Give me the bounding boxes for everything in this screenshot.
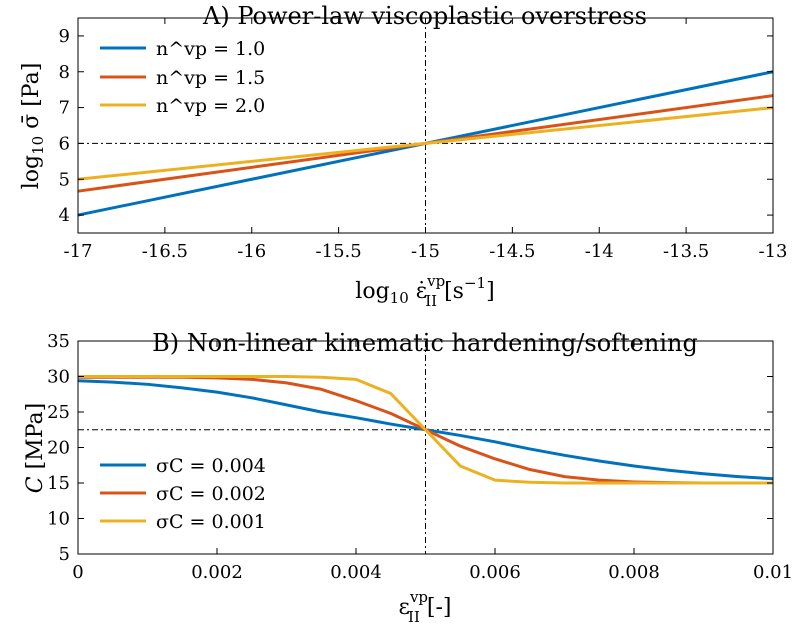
panel-b-ylabel: C [MPa] (23, 403, 48, 493)
panel-a-xlabel: log10 ε̇vp II [s−1] (355, 272, 494, 310)
x-tick-label: -13 (759, 241, 788, 262)
y-tick-label: 8 (59, 62, 70, 83)
panel-a-legend: n^vp = 1.0 n^vp = 1.5 n^vp = 2.0 (100, 38, 265, 117)
x-tick-label: -14.5 (489, 241, 535, 262)
panel-a: A) Power-law viscoplastic overstress -17… (19, 2, 788, 310)
legend-s004: σC = 0.004 (156, 455, 266, 477)
x-tick-label: 0.006 (469, 562, 521, 583)
panel-a-ylabel: log10 σ̄ [Pa] (19, 63, 47, 190)
x-tick-label: -15.5 (316, 241, 362, 262)
y-tick-label: 10 (47, 509, 70, 530)
y-tick-label: 9 (59, 26, 70, 47)
x-tick-label: -13.5 (663, 241, 709, 262)
y-tick-label: 20 (47, 438, 70, 459)
x-tick-label: -16 (237, 241, 266, 262)
panel-b-xlabel: εvp II [-] (399, 588, 452, 625)
x-tick-label: 0.01 (753, 562, 793, 583)
series-line-2 (78, 375, 773, 485)
x-tick-label: 0.008 (608, 562, 660, 583)
y-tick-label: 6 (59, 133, 70, 154)
x-tick-label: -15 (411, 241, 440, 262)
y-tick-label: 4 (59, 205, 70, 226)
series-line-2 (77, 106, 774, 181)
x-tick-label: 0 (72, 562, 83, 583)
legend-s002: σC = 0.002 (156, 483, 266, 505)
x-tick-label: -14 (585, 241, 614, 262)
legend-n15: n^vp = 1.5 (156, 67, 265, 89)
y-tick-label: 25 (47, 402, 70, 423)
panel-b: B) Non-linear kinematic hardening/soften… (23, 329, 793, 625)
legend-n1: n^vp = 1.0 (156, 38, 265, 60)
x-tick-label: 0.004 (330, 562, 382, 583)
panel-a-title: A) Power-law viscoplastic overstress (202, 2, 647, 30)
panel-b-legend: σC = 0.004 σC = 0.002 σC = 0.001 (100, 455, 266, 533)
y-tick-label: 15 (47, 473, 70, 494)
x-tick-label: -17 (64, 241, 93, 262)
y-tick-label: 5 (59, 544, 70, 565)
y-tick-label: 5 (59, 169, 70, 190)
x-tick-label: 0.002 (191, 562, 243, 583)
y-tick-label: 7 (59, 98, 70, 119)
y-tick-label: 35 (47, 331, 70, 352)
y-tick-label: 30 (47, 367, 70, 388)
legend-s001: σC = 0.001 (156, 511, 266, 533)
x-tick-label: -16.5 (142, 241, 188, 262)
legend-n2: n^vp = 2.0 (156, 95, 265, 117)
